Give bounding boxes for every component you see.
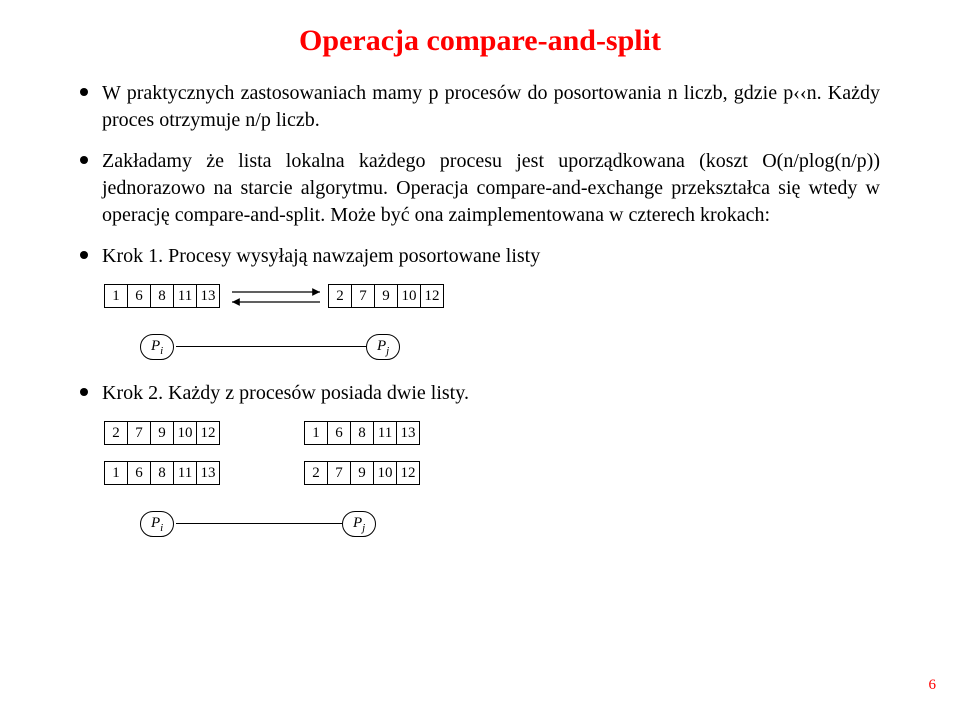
bullet-dot bbox=[80, 88, 88, 96]
array-cell: 13 bbox=[396, 421, 420, 445]
double-arrow-icon bbox=[228, 284, 324, 310]
bullet-dot bbox=[80, 388, 88, 396]
fig2-left-bottom-array: 1 6 8 11 13 bbox=[104, 461, 219, 485]
page-title: Operacja compare-and-split bbox=[80, 24, 880, 58]
bullet-4-text: Krok 2. Każdy z procesów posiada dwie li… bbox=[102, 380, 880, 407]
bullet-1: W praktycznych zastosowaniach mamy p pro… bbox=[80, 80, 880, 134]
array-cell: 8 bbox=[350, 421, 374, 445]
array-cell: 1 bbox=[104, 461, 128, 485]
bullet-1-text: W praktycznych zastosowaniach mamy p pro… bbox=[102, 80, 880, 134]
array-cell: 11 bbox=[173, 284, 197, 308]
fig1-right-array: 2 7 9 10 12 bbox=[328, 284, 443, 308]
array-cell: 7 bbox=[351, 284, 375, 308]
bullet-dot bbox=[80, 156, 88, 164]
array-cell: 6 bbox=[327, 421, 351, 445]
page-number: 6 bbox=[929, 677, 937, 694]
bullet-4: Krok 2. Każdy z procesów posiada dwie li… bbox=[80, 380, 880, 407]
array-cell: 2 bbox=[328, 284, 352, 308]
array-cell: 13 bbox=[196, 284, 220, 308]
array-cell: 6 bbox=[127, 461, 151, 485]
fig2-right-bottom-array: 2 7 9 10 12 bbox=[304, 461, 419, 485]
array-cell: 8 bbox=[150, 461, 174, 485]
fig1-left-array: 1 6 8 11 13 bbox=[104, 284, 219, 308]
bullet-3-text: Krok 1. Procesy wysyłają nawzajem posort… bbox=[102, 243, 880, 270]
array-cell: 12 bbox=[396, 461, 420, 485]
process-connector-line bbox=[176, 523, 342, 524]
process-node-pj: Pj bbox=[366, 334, 400, 360]
array-cell: 6 bbox=[127, 284, 151, 308]
array-cell: 9 bbox=[374, 284, 398, 308]
array-cell: 1 bbox=[104, 284, 128, 308]
array-cell: 11 bbox=[173, 461, 197, 485]
array-cell: 11 bbox=[373, 421, 397, 445]
bullet-2-text: Zakładamy że lista lokalna każdego proce… bbox=[102, 148, 880, 229]
figure-2: 2 7 9 10 12 1 6 8 11 13 1 6 8 11 13 2 7 … bbox=[104, 421, 880, 551]
fig2-left-top-array: 2 7 9 10 12 bbox=[104, 421, 219, 445]
process-node-pi: Pi bbox=[140, 511, 174, 537]
process-node-pj: Pj bbox=[342, 511, 376, 537]
array-cell: 7 bbox=[327, 461, 351, 485]
array-cell: 10 bbox=[373, 461, 397, 485]
figure-1: 1 6 8 11 13 2 7 9 10 12 bbox=[104, 284, 880, 374]
array-cell: 9 bbox=[350, 461, 374, 485]
bullet-2: Zakładamy że lista lokalna każdego proce… bbox=[80, 148, 880, 229]
array-cell: 10 bbox=[397, 284, 421, 308]
bullet-3: Krok 1. Procesy wysyłają nawzajem posort… bbox=[80, 243, 880, 270]
array-cell: 1 bbox=[304, 421, 328, 445]
array-cell: 12 bbox=[196, 421, 220, 445]
bullet-dot bbox=[80, 251, 88, 259]
array-cell: 2 bbox=[104, 421, 128, 445]
array-cell: 10 bbox=[173, 421, 197, 445]
array-cell: 8 bbox=[150, 284, 174, 308]
array-cell: 12 bbox=[420, 284, 444, 308]
array-cell: 9 bbox=[150, 421, 174, 445]
array-cell: 7 bbox=[127, 421, 151, 445]
fig2-right-top-array: 1 6 8 11 13 bbox=[304, 421, 419, 445]
process-connector-line bbox=[176, 346, 366, 347]
array-cell: 2 bbox=[304, 461, 328, 485]
array-cell: 13 bbox=[196, 461, 220, 485]
process-node-pi: Pi bbox=[140, 334, 174, 360]
